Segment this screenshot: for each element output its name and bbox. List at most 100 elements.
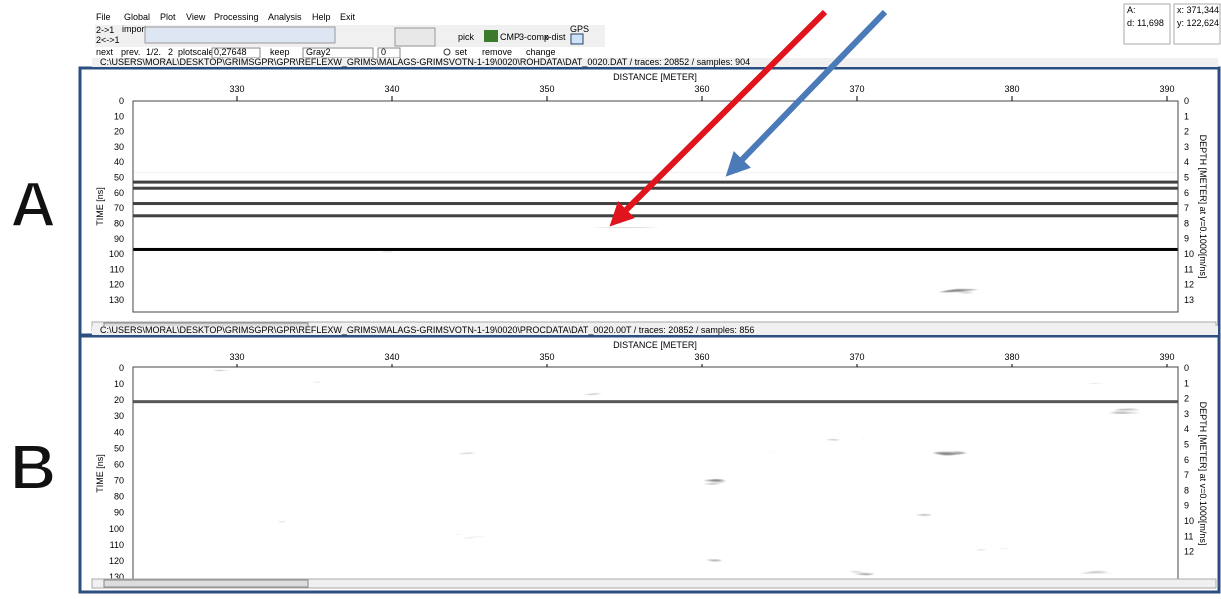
depth-tick-label: 11 bbox=[1184, 531, 1193, 541]
x-tick-label: 380 bbox=[1004, 352, 1019, 362]
btn-import[interactable]: import bbox=[122, 24, 148, 34]
menu-item[interactable]: Processing bbox=[214, 12, 259, 22]
band bbox=[133, 202, 1178, 205]
keep-label[interactable]: keep bbox=[270, 47, 290, 57]
time-tick-label: 20 bbox=[114, 395, 124, 405]
x-tick-label: 360 bbox=[694, 84, 709, 94]
radio-remove[interactable]: remove bbox=[482, 47, 512, 57]
depth-tick-label: 12 bbox=[1184, 547, 1194, 557]
radio-change[interactable]: change bbox=[526, 47, 556, 57]
depth-tick-label: 4 bbox=[1184, 424, 1189, 434]
band bbox=[133, 400, 1178, 403]
depth-tick-label: 6 bbox=[1184, 455, 1189, 465]
panel-letter: A bbox=[10, 169, 56, 241]
time-tick-label: 130 bbox=[109, 295, 124, 305]
time-tick-label: 50 bbox=[114, 173, 124, 183]
depth-tick-label: 9 bbox=[1184, 501, 1189, 511]
btn-next[interactable]: next bbox=[96, 47, 114, 57]
blobs bbox=[133, 246, 1178, 312]
status-y: y: 122,624 bbox=[1177, 18, 1219, 28]
x-tick-label: 380 bbox=[1004, 84, 1019, 94]
menu-bar: File Global Plot View Processing Analysis Help… bbox=[96, 12, 356, 22]
distance-label: DISTANCE [METER] bbox=[613, 72, 697, 82]
time-tick-label: 70 bbox=[114, 203, 124, 213]
x-tick-label: 330 bbox=[229, 352, 244, 362]
band bbox=[133, 248, 1178, 251]
depth-tick-label: 6 bbox=[1184, 188, 1189, 198]
palette-value: Gray2 bbox=[306, 47, 331, 57]
btn-swap[interactable]: 2->1 bbox=[96, 25, 114, 35]
depth-tick-label: 10 bbox=[1184, 516, 1194, 526]
btn-prev[interactable]: prev. bbox=[121, 47, 140, 57]
distance-label: DISTANCE [METER] bbox=[613, 340, 697, 350]
x-tick-label: 390 bbox=[1159, 352, 1174, 362]
icon[interactable] bbox=[484, 30, 498, 42]
x-tick-label: 350 bbox=[539, 352, 554, 362]
depth-tick-label: 1 bbox=[1184, 111, 1189, 121]
menu-item[interactable]: Plot bbox=[160, 12, 176, 22]
time-tick-label: 60 bbox=[114, 459, 124, 469]
depth-tick-label: 8 bbox=[1184, 218, 1189, 228]
time-tick-label: 50 bbox=[114, 443, 124, 453]
radio-set[interactable]: set bbox=[455, 47, 468, 57]
depth-tick-label: 0 bbox=[1184, 96, 1189, 106]
radio[interactable] bbox=[444, 49, 450, 55]
status-d: d: 11,698 bbox=[1127, 18, 1164, 28]
time-tick-label: 110 bbox=[110, 540, 124, 550]
depth-tick-label: 7 bbox=[1184, 470, 1189, 480]
toolbar: 2->1 2<->1 import pick CMP 3-comp x-dist… bbox=[95, 24, 605, 58]
x-tick-label: 340 bbox=[384, 84, 399, 94]
band bbox=[133, 187, 1178, 190]
x-tick-label: 340 bbox=[384, 352, 399, 362]
time-tick-label: 30 bbox=[114, 142, 124, 152]
time-tick-label: 10 bbox=[114, 111, 124, 121]
time-tick-label: 100 bbox=[109, 249, 124, 259]
panel: AC:\USERS\MORAL\DESKTOP\GRIMSGPR\GPR\REF… bbox=[10, 57, 1219, 335]
icon[interactable] bbox=[395, 28, 435, 46]
time-tick-label: 80 bbox=[114, 492, 124, 502]
depth-tick-label: 9 bbox=[1184, 234, 1189, 244]
btn-two[interactable]: 2 bbox=[168, 47, 173, 57]
x-tick-label: 390 bbox=[1159, 84, 1174, 94]
btn-gps[interactable]: GPS bbox=[570, 24, 589, 34]
btn-pick[interactable]: pick bbox=[458, 32, 475, 42]
band bbox=[133, 214, 1178, 217]
x-tick-label: 370 bbox=[849, 352, 864, 362]
panel-letter: B bbox=[10, 431, 56, 503]
time-tick-label: 10 bbox=[114, 379, 124, 389]
menu-item[interactable]: Exit bbox=[340, 12, 356, 22]
scroll-thumb[interactable] bbox=[104, 580, 308, 587]
menu-item[interactable]: View bbox=[186, 12, 206, 22]
icon[interactable] bbox=[571, 34, 583, 44]
status-a: A: bbox=[1127, 5, 1136, 15]
x-tick-label: 370 bbox=[849, 84, 864, 94]
time-tick-label: 0 bbox=[119, 363, 124, 373]
status-x: x: 371,344 bbox=[1177, 5, 1219, 15]
depth-tick-label: 2 bbox=[1184, 394, 1189, 404]
time-label: TIME [ns] bbox=[95, 187, 105, 226]
depth-tick-label: 13 bbox=[1184, 295, 1194, 305]
depth-tick-label: 5 bbox=[1184, 440, 1189, 450]
menu-item[interactable]: File bbox=[96, 12, 111, 22]
menu-item[interactable]: Global bbox=[124, 12, 150, 22]
btn-half[interactable]: 1/2. bbox=[146, 47, 161, 57]
noise bbox=[133, 101, 1178, 173]
panels: AC:\USERS\MORAL\DESKTOP\GRIMSGPR\GPR\REF… bbox=[10, 57, 1219, 592]
blobs bbox=[133, 367, 1178, 580]
btn-cmp[interactable]: CMP bbox=[500, 32, 520, 42]
depth-tick-label: 3 bbox=[1184, 142, 1189, 152]
time-tick-label: 40 bbox=[114, 157, 124, 167]
menu-item[interactable]: Analysis bbox=[268, 12, 302, 22]
time-tick-label: 40 bbox=[114, 427, 124, 437]
time-tick-label: 60 bbox=[114, 188, 124, 198]
time-tick-label: 20 bbox=[114, 127, 124, 137]
btn-swap[interactable]: 2<->1 bbox=[96, 35, 120, 45]
time-label: TIME [ns] bbox=[95, 454, 105, 493]
menu-item[interactable]: Help bbox=[312, 12, 331, 22]
spin-value: 0 bbox=[381, 47, 386, 57]
status: A: d: 11,698 x: 371,344 y: 122,624 bbox=[1124, 4, 1220, 44]
depth-tick-label: 4 bbox=[1184, 157, 1189, 167]
icon-strip[interactable] bbox=[145, 27, 335, 43]
btn-xdist[interactable]: x-dist bbox=[544, 32, 566, 42]
time-tick-label: 90 bbox=[114, 234, 124, 244]
